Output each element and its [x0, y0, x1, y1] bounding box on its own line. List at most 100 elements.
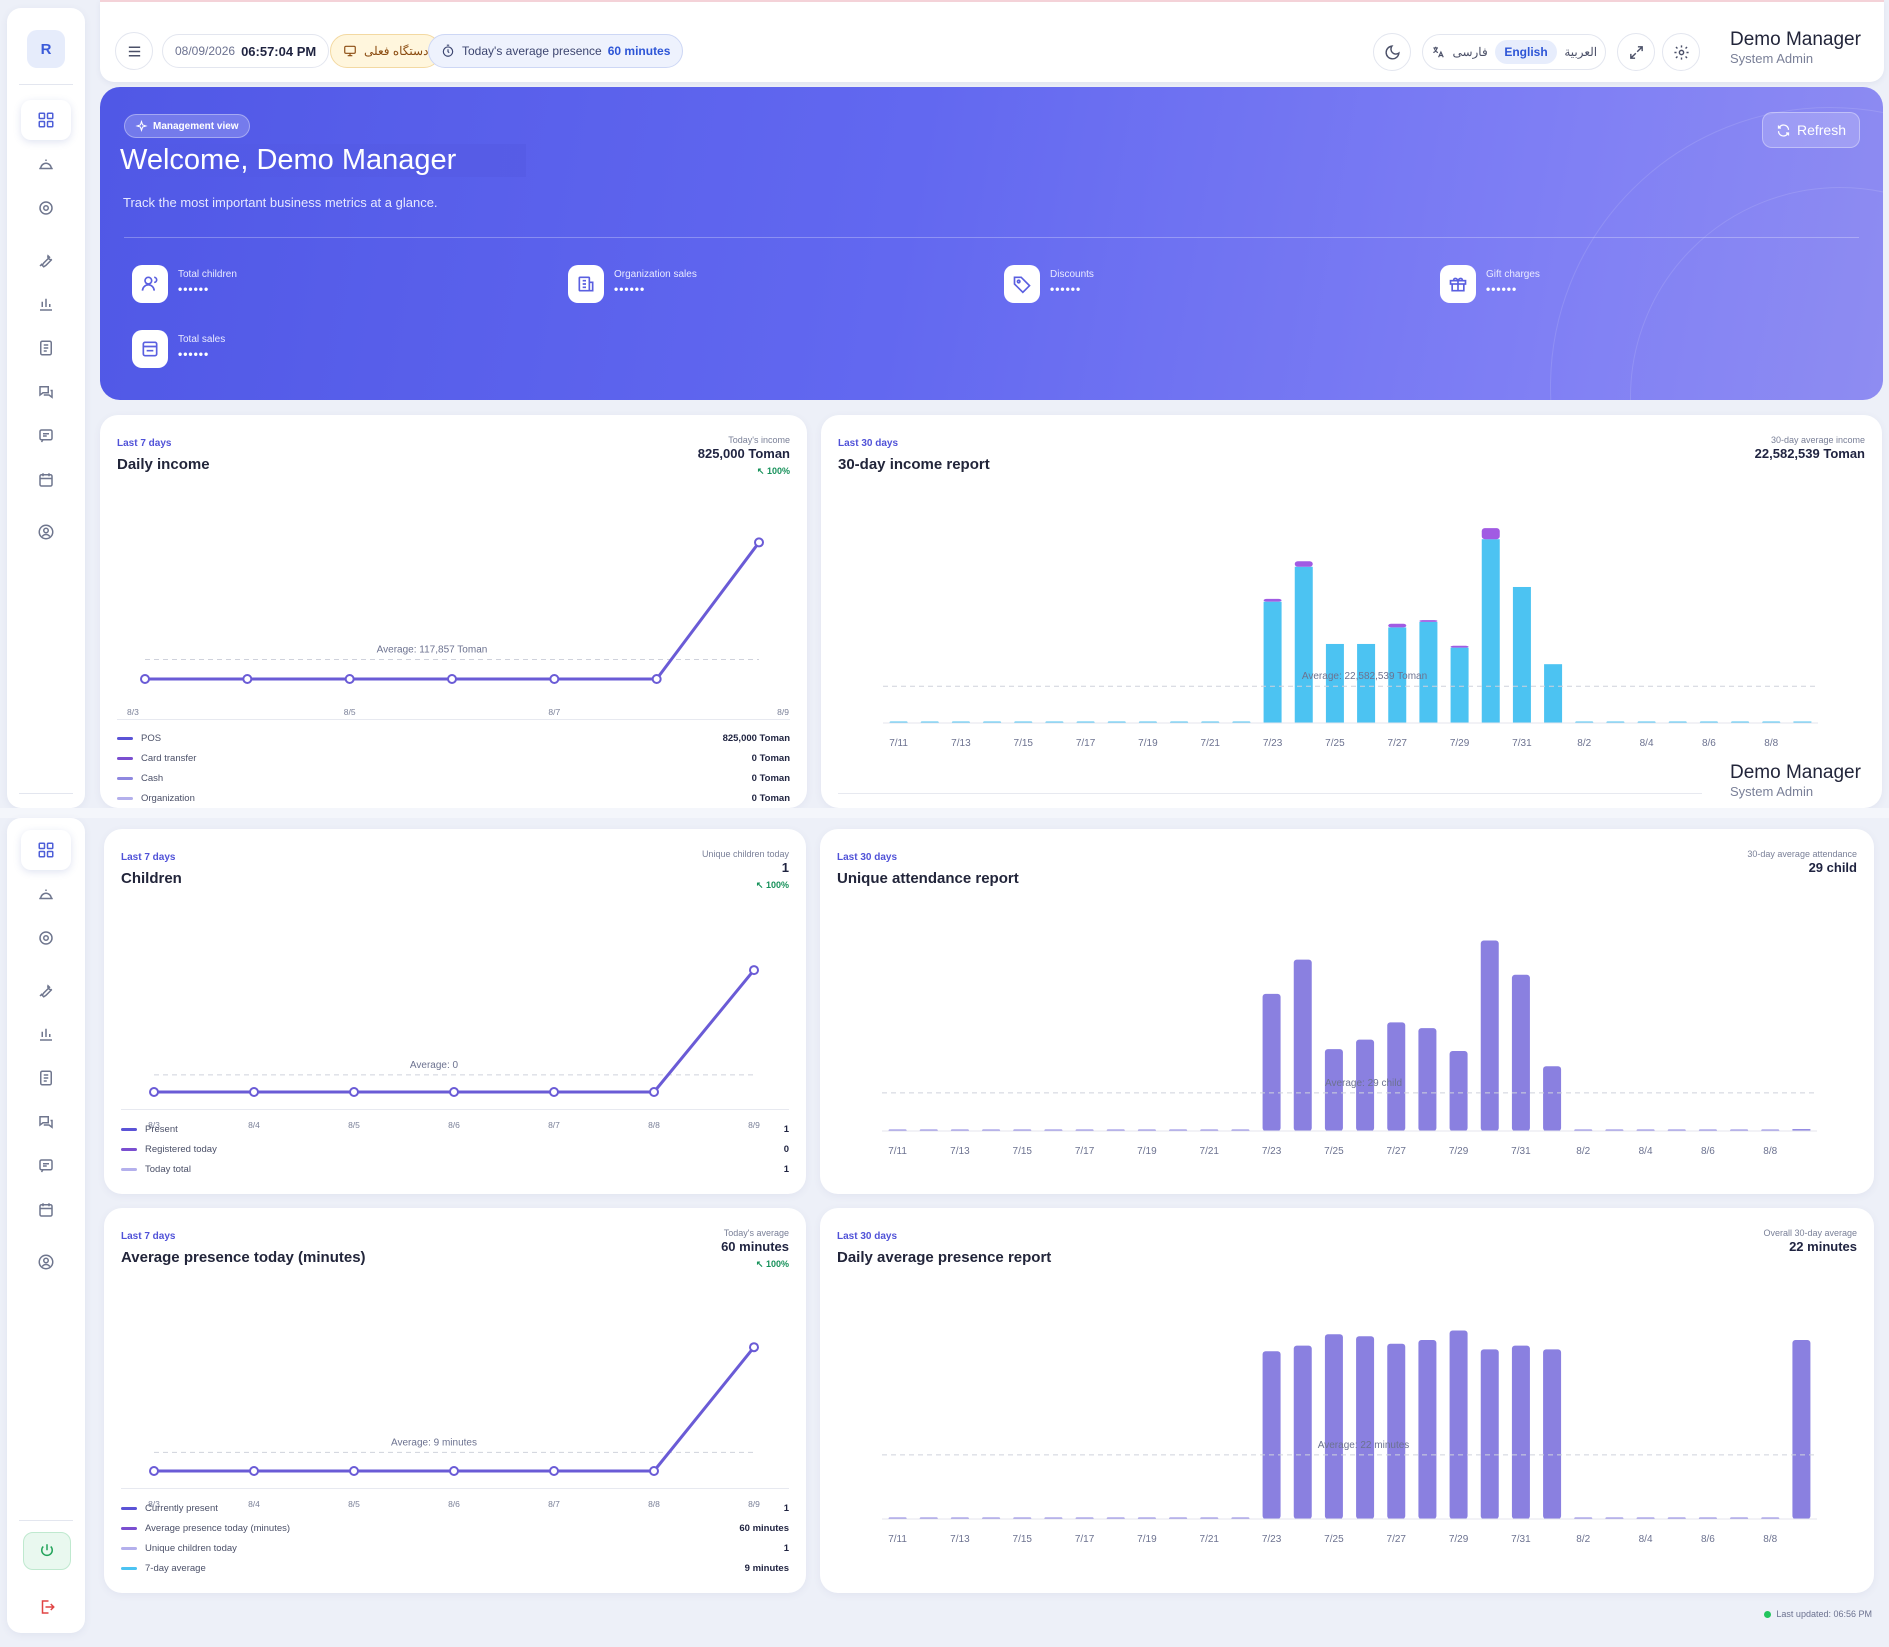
- x-tick-label: 8/3: [148, 1499, 160, 1509]
- bar: [1293, 1345, 1312, 1519]
- translate-icon: [1432, 46, 1444, 58]
- legend-swatch: [117, 776, 133, 780]
- metric-label: Discounts: [1050, 269, 1094, 280]
- section-separator: [0, 808, 1889, 818]
- bar: [1262, 1351, 1281, 1519]
- refresh-icon: [1777, 123, 1790, 137]
- x-tick-label: 8/6: [1701, 1534, 1715, 1545]
- device-label: دستگاه فعلی: [364, 44, 429, 58]
- data-point: [447, 674, 457, 684]
- metric-value: ••••••: [178, 282, 210, 296]
- menu-toggle-button[interactable]: [115, 32, 153, 70]
- sidebar: R: [7, 8, 85, 808]
- logout-button[interactable]: [23, 1588, 71, 1626]
- fullscreen-button[interactable]: [1617, 33, 1655, 71]
- metric-organization-sales[interactable]: Organization sales ••••••: [568, 265, 697, 303]
- sidebar-divider: [19, 84, 73, 85]
- x-tick-label: 7/11: [888, 1146, 907, 1157]
- sidebar-item-profile[interactable]: [21, 512, 71, 552]
- x-tick-label: 7/27: [1388, 738, 1408, 749]
- card-change: ↖ 100%: [756, 880, 789, 891]
- sidebar-item-ledger[interactable]: [21, 328, 71, 368]
- bar: [1263, 598, 1282, 602]
- sidebar-item-settings[interactable]: [21, 188, 71, 228]
- sidebar-item-calendar[interactable]: [21, 1190, 71, 1230]
- sidebar-item-reception[interactable]: [21, 874, 71, 914]
- data-point: [549, 674, 560, 684]
- bar: [1325, 643, 1344, 723]
- data-point: [649, 1466, 659, 1476]
- metric-total-sales[interactable]: Total sales ••••••: [132, 330, 225, 368]
- x-tick-label: 8/7: [548, 707, 560, 717]
- refresh-button[interactable]: Refresh: [1762, 112, 1860, 148]
- x-tick-label: 8/5: [348, 1120, 360, 1130]
- data-point: [249, 1087, 259, 1097]
- sidebar-item-chat[interactable]: [21, 372, 71, 412]
- chat-icon: [39, 1116, 53, 1129]
- bar: [1543, 1349, 1562, 1519]
- metric-total-children[interactable]: Total children ••••••: [132, 265, 237, 303]
- x-tick-label: 7/11: [889, 738, 908, 749]
- sidebar-item-dashboard[interactable]: [21, 830, 71, 870]
- refresh-label: Refresh: [1796, 122, 1847, 138]
- language-option-fa[interactable]: فارسی: [1452, 45, 1488, 59]
- bar: [1387, 1343, 1406, 1519]
- x-tick-label: 7/13: [951, 738, 971, 749]
- settings-button[interactable]: [1662, 33, 1700, 71]
- sidebar-item-tools[interactable]: [21, 970, 71, 1010]
- legend-value: 9 minutes: [744, 1562, 789, 1574]
- dashboard-icon: [38, 112, 54, 128]
- app-logo[interactable]: R: [27, 30, 65, 68]
- legend-value: 0 Toman: [751, 772, 790, 784]
- x-tick-label: 7/15: [1013, 1534, 1033, 1545]
- legend-value: 825,000 Toman: [722, 732, 790, 744]
- card-kicker: Last 7 days: [117, 438, 172, 449]
- sidebar-item-tools[interactable]: [21, 240, 71, 280]
- sidebar-item-settings[interactable]: [21, 918, 71, 958]
- metric-discounts[interactable]: Discounts ••••••: [1004, 265, 1094, 303]
- welcome-title: Welcome, Demo Manager: [120, 144, 527, 177]
- theme-toggle-button[interactable]: [1373, 33, 1411, 71]
- tag-icon: [1004, 265, 1040, 303]
- message-icon: [39, 429, 53, 443]
- sidebar-item-profile[interactable]: [21, 1242, 71, 1282]
- x-tick-label: 7/31: [1512, 738, 1532, 749]
- sidebar-item-chat[interactable]: [21, 1102, 71, 1142]
- language-option-ar[interactable]: العربية: [1564, 45, 1598, 59]
- x-tick-label: 7/15: [1014, 738, 1034, 749]
- sidebar-item-reports[interactable]: [21, 1014, 71, 1054]
- calendar-icon: [39, 473, 53, 487]
- children-legend: Present 1 Registered today 0 Today total 1: [121, 1119, 789, 1179]
- bar: [1388, 627, 1407, 723]
- sidebar-item-dashboard[interactable]: [21, 100, 71, 140]
- management-view-badge: Management view: [124, 114, 250, 138]
- x-tick-label: 8/8: [648, 1499, 660, 1509]
- sidebar-item-messages[interactable]: [21, 416, 71, 456]
- presence-today-legend: Currently present 1 Average presence today…: [121, 1498, 789, 1578]
- legend-label: Average presence today (minutes): [145, 1522, 291, 1534]
- last-updated-text: Last updated: 06:56 PM: [1776, 1609, 1872, 1619]
- card-attendance-30: Last 30 days Unique attendance report 30…: [820, 829, 1874, 1194]
- sidebar-item-reports[interactable]: [21, 284, 71, 324]
- language-option-en[interactable]: English: [1495, 40, 1557, 64]
- x-tick-label: 8/8: [648, 1120, 660, 1130]
- sidebar-item-calendar[interactable]: [21, 460, 71, 500]
- power-button[interactable]: [23, 1532, 71, 1570]
- metric-gift-charges[interactable]: Gift charges ••••••: [1440, 265, 1540, 303]
- sidebar-item-messages[interactable]: [21, 1146, 71, 1186]
- change-value: 100%: [765, 880, 789, 890]
- user-circle-icon: [38, 1254, 54, 1270]
- bar: [1792, 1129, 1811, 1131]
- children-chart: Average: 0 8/3 8/4 8/5 8/6 8/7 8/8 8/9: [148, 965, 760, 1130]
- badge-label: Management view: [153, 120, 239, 132]
- x-tick-label: 8/2: [1576, 1534, 1590, 1545]
- legend-item: Cash 0 Toman: [117, 768, 790, 788]
- datetime-display: 08/09/2026 06:57:04 PM: [162, 34, 330, 68]
- sidebar-item-ledger[interactable]: [21, 1058, 71, 1098]
- device-badge[interactable]: دستگاه فعلی: [330, 34, 442, 68]
- bar: [1481, 528, 1500, 540]
- sidebar-item-reception[interactable]: [21, 144, 71, 184]
- user-name[interactable]: Demo Manager: [1730, 29, 1861, 50]
- arrow-up-left-icon: ↖: [755, 1259, 766, 1269]
- receipt-icon: [132, 330, 168, 368]
